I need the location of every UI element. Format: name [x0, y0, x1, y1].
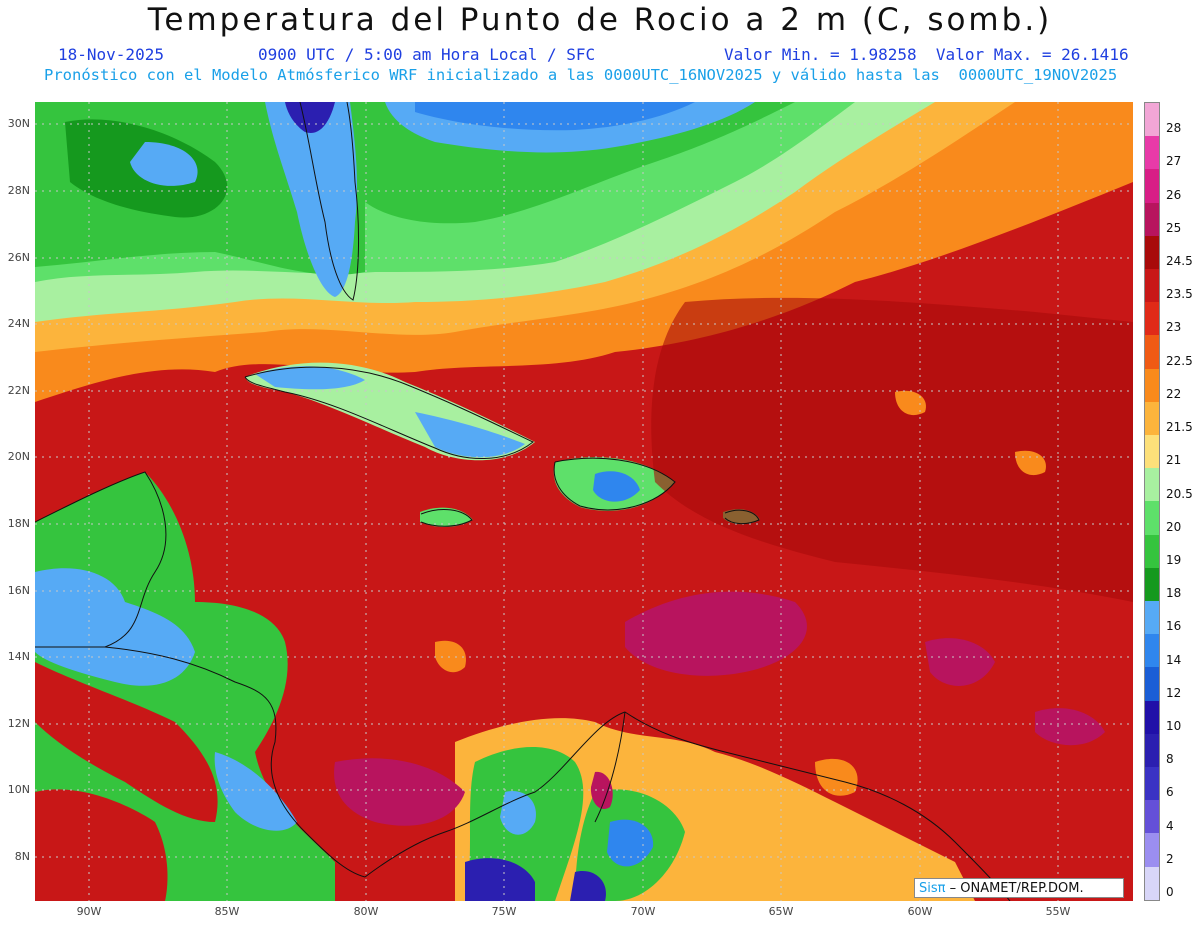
- colorbar-label: 21: [1166, 453, 1182, 468]
- colorbar-cell: [1145, 567, 1159, 602]
- colorbar-cell: [1145, 767, 1159, 801]
- colorbar-cell: [1145, 136, 1159, 170]
- colorbar: [1144, 102, 1160, 901]
- colorbar-label: 0: [1166, 885, 1174, 899]
- colorbar-cell: [1145, 534, 1159, 568]
- colorbar-label: 16: [1166, 619, 1182, 634]
- lat-label: 20N: [7, 450, 30, 463]
- colorbar-cell: [1145, 169, 1159, 203]
- colorbar-label: 22.5: [1166, 353, 1193, 368]
- dewpoint-map: [35, 102, 1133, 901]
- colorbar-label: 25: [1166, 220, 1182, 235]
- lat-label: 8N: [14, 850, 30, 863]
- valid-time: 0900 UTC / 5:00 am Hora Local / SFC: [258, 45, 596, 64]
- colorbar-label: 10: [1166, 718, 1182, 733]
- colorbar-cell: [1145, 269, 1159, 303]
- colorbar-cell: [1145, 103, 1159, 137]
- lon-label: 90W: [76, 905, 102, 918]
- min-max-values: Valor Min. = 1.98258 Valor Max. = 26.141…: [724, 45, 1129, 64]
- colorbar-cell: [1145, 667, 1159, 701]
- lat-label: 26N: [7, 251, 30, 264]
- lat-label: 14N: [7, 650, 30, 663]
- lat-label: 12N: [7, 717, 30, 730]
- colorbar-cell: [1145, 435, 1159, 469]
- colorbar-cell: [1145, 800, 1159, 834]
- colorbar-label: 4: [1166, 818, 1174, 833]
- colorbar-cell: [1145, 601, 1159, 635]
- forecast-date: 18-Nov-2025: [58, 45, 164, 64]
- colorbar-label: 6: [1166, 785, 1174, 800]
- colorbar-cell: [1145, 235, 1159, 270]
- lon-label: 85W: [214, 905, 240, 918]
- credit-box: Sisπ – ONAMET/REP.DOM.: [914, 878, 1124, 898]
- colorbar-cell: [1145, 866, 1159, 900]
- lon-label: 55W: [1045, 905, 1071, 918]
- lat-label: 28N: [7, 184, 30, 197]
- colorbar-label: 19: [1166, 552, 1182, 567]
- colorbar-label: 20: [1166, 519, 1182, 534]
- lat-label: 18N: [7, 517, 30, 530]
- colorbar-label: 12: [1166, 685, 1182, 700]
- colorbar-label: 2: [1166, 851, 1174, 866]
- colorbar-cell: [1145, 368, 1159, 402]
- colorbar-label: 21.5: [1166, 420, 1193, 435]
- colorbar-cell: [1145, 202, 1159, 236]
- colorbar-cell: [1145, 634, 1159, 668]
- model-info: Pronóstico con el Modelo Atmósferico WRF…: [44, 66, 1118, 84]
- lon-label: 70W: [630, 905, 656, 918]
- lat-label: 22N: [7, 384, 30, 397]
- lon-label: 60W: [907, 905, 933, 918]
- colorbar-label: 24.5: [1166, 254, 1193, 269]
- colorbar-cell: [1145, 401, 1159, 436]
- colorbar-cell: [1145, 700, 1159, 734]
- colorbar-cell: [1145, 468, 1159, 502]
- colorbar-label: 26: [1166, 187, 1182, 202]
- colorbar-label: 27: [1166, 154, 1182, 169]
- colorbar-label: 14: [1166, 652, 1182, 667]
- colorbar-label: 8: [1166, 752, 1174, 767]
- lon-label: 75W: [491, 905, 517, 918]
- map-title: Temperatura del Punto de Rocio a 2 m (C,…: [147, 2, 1053, 38]
- colorbar-label: 22: [1166, 386, 1182, 401]
- colorbar-label: 20.5: [1166, 486, 1193, 501]
- colorbar-label: 28: [1166, 121, 1182, 136]
- sispi-logo: Sisπ: [919, 881, 946, 896]
- colorbar-label: 23.5: [1166, 287, 1193, 302]
- colorbar-cell: [1145, 302, 1159, 336]
- lat-label: 30N: [7, 117, 30, 130]
- colorbar-cell: [1145, 733, 1159, 768]
- colorbar-cell: [1145, 833, 1159, 867]
- dewpoint-field: [35, 102, 1133, 901]
- credit-text: – ONAMET/REP.DOM.: [945, 881, 1084, 896]
- lat-label: 16N: [7, 584, 30, 597]
- lon-label: 65W: [768, 905, 794, 918]
- lon-label: 80W: [353, 905, 379, 918]
- colorbar-cell: [1145, 335, 1159, 369]
- colorbar-cell: [1145, 501, 1159, 535]
- lat-label: 24N: [7, 317, 30, 330]
- colorbar-label: 18: [1166, 586, 1182, 601]
- colorbar-label: 23: [1166, 320, 1182, 335]
- lat-label: 10N: [7, 783, 30, 796]
